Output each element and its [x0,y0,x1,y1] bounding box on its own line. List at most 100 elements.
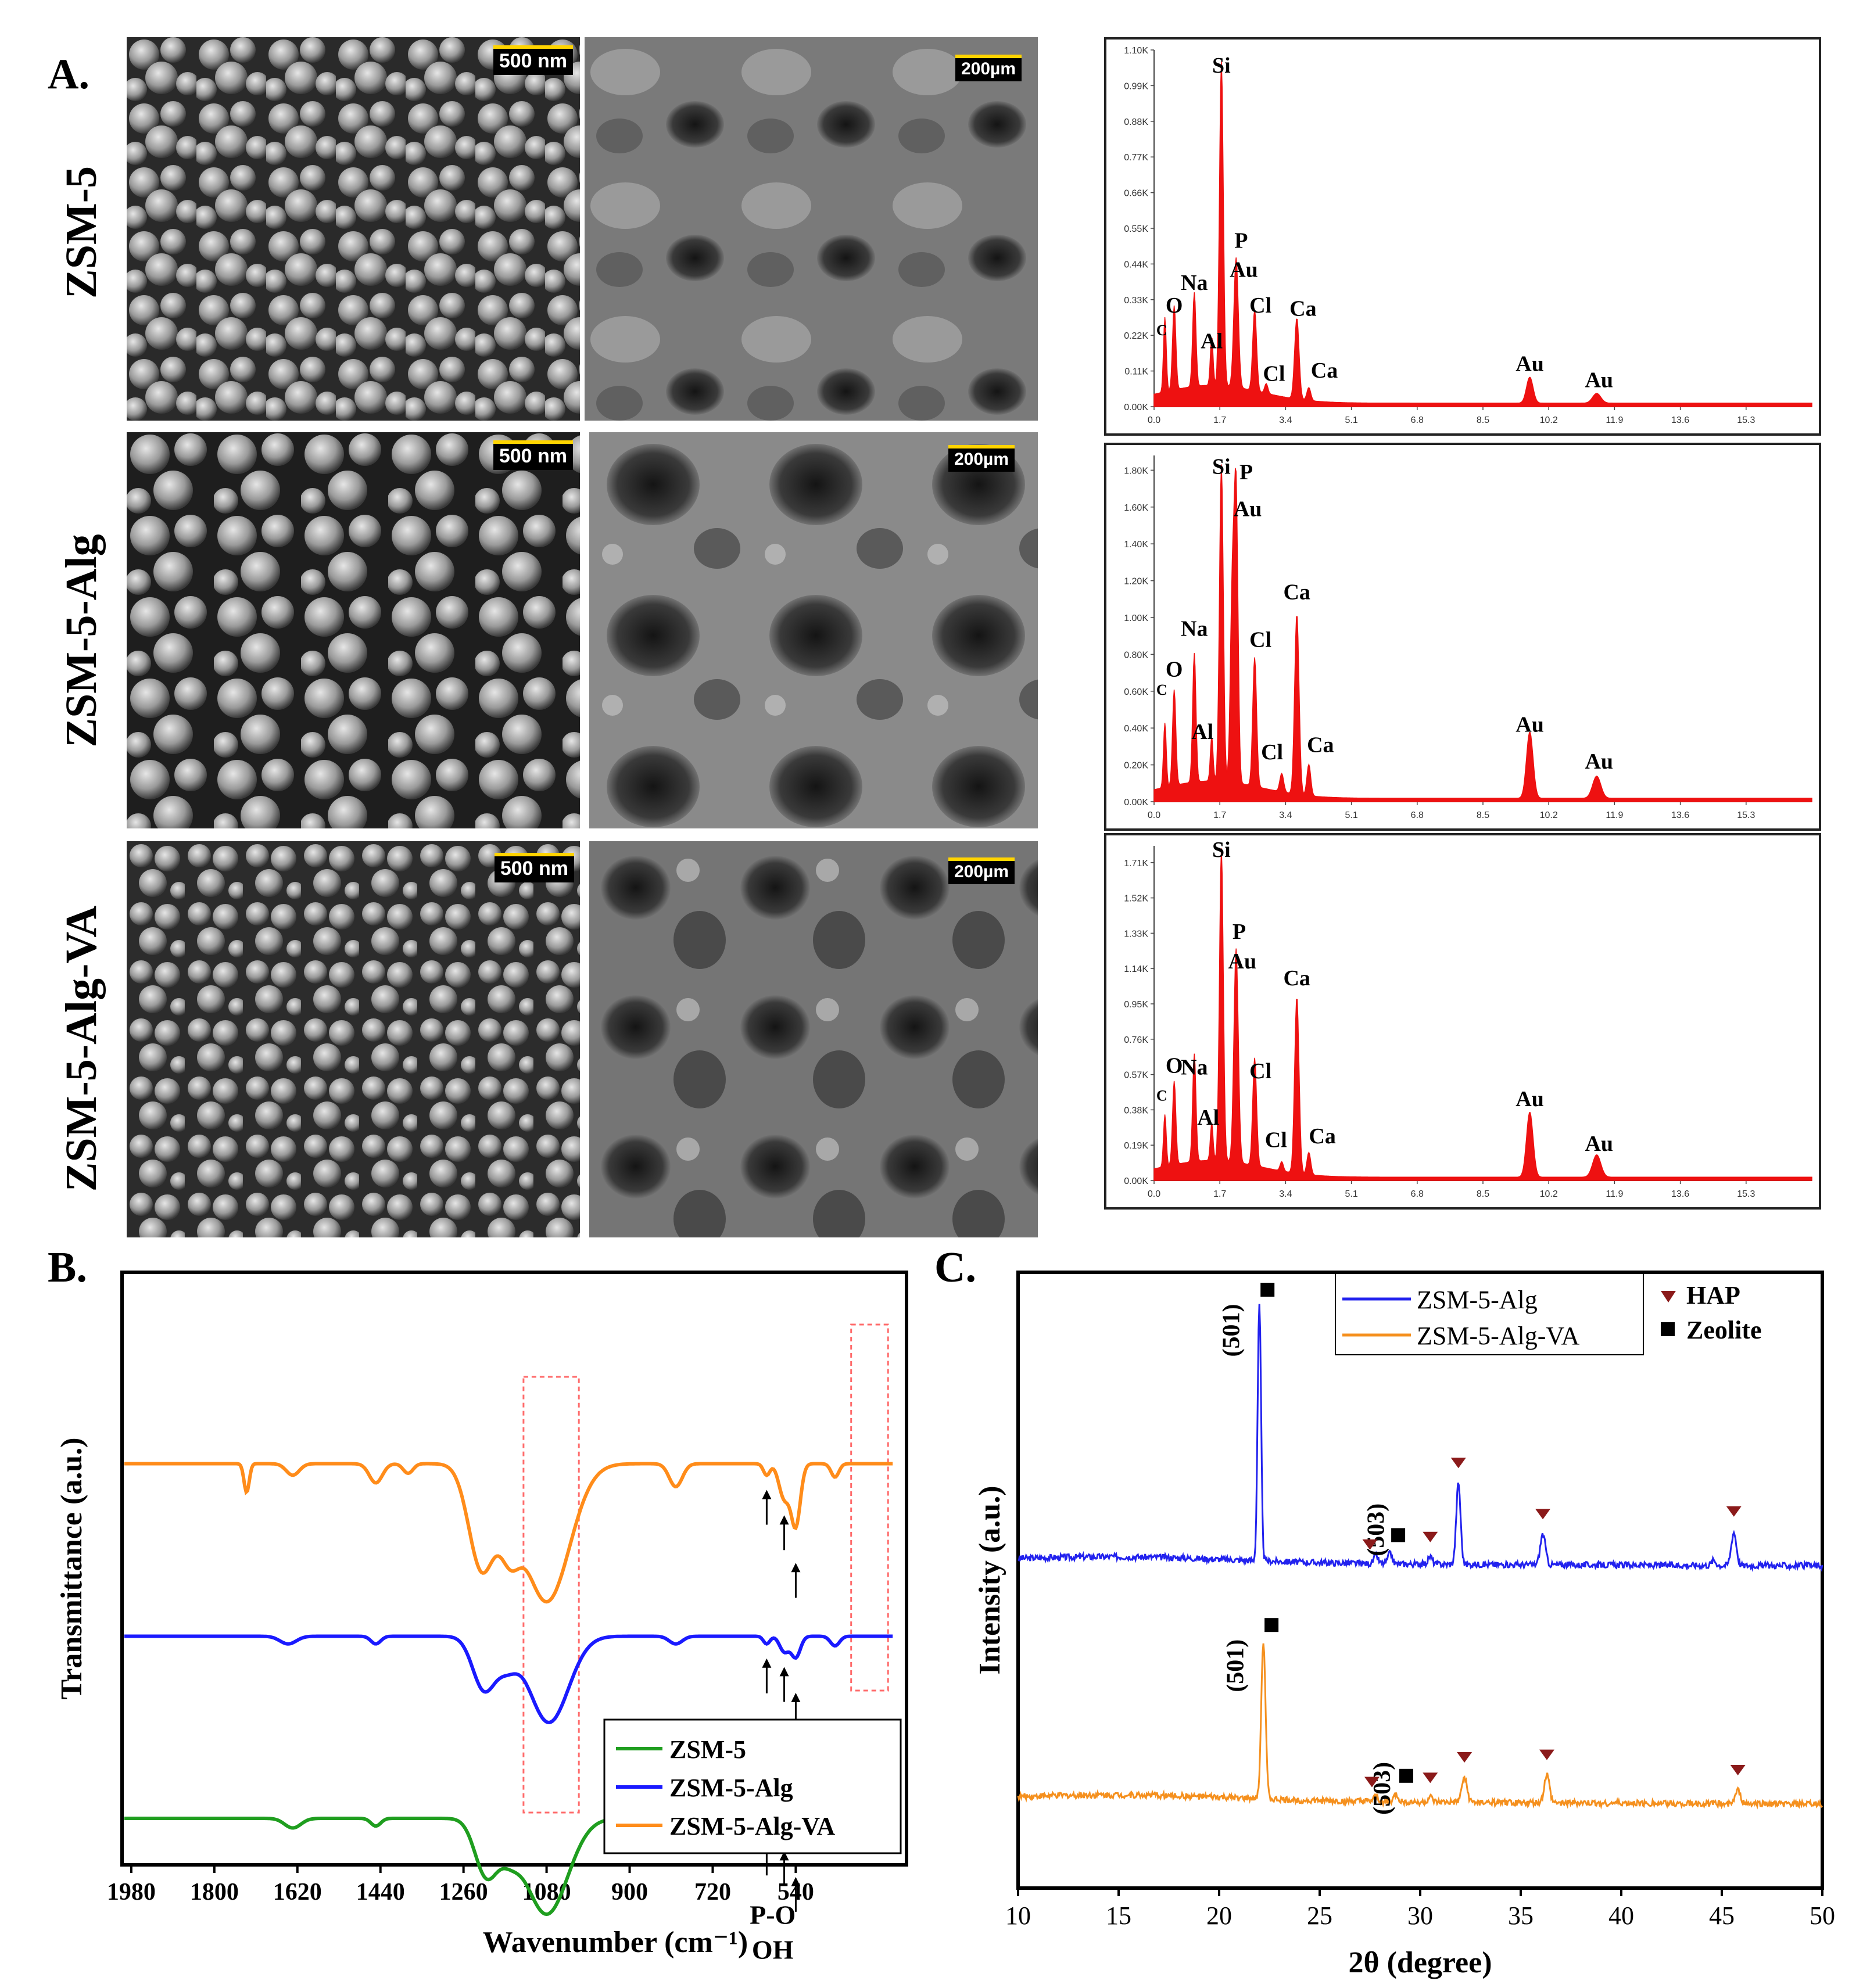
x-tick-label: 720 [694,1879,731,1906]
x-tick-label: 13.6 [1671,810,1689,820]
hap-marker [1423,1531,1438,1542]
y-tick-label: 0.99K [1124,81,1148,91]
hap-marker [1362,1539,1378,1550]
y-tick-label: 0.22K [1124,331,1148,341]
y-tick-label: 1.20K [1124,577,1148,587]
element-label-al: Al [1197,1106,1219,1130]
hkl-label: (503) [1363,1503,1390,1556]
element-label-ca: Ca [1311,358,1338,383]
x-tick-label: 15.3 [1737,810,1755,820]
element-label-na: Na [1181,1056,1208,1080]
legend-label-zeolite: Zeolite [1686,1316,1762,1344]
x-tick-label: 3.4 [1279,810,1292,820]
y-axis-title: Intensity (a.u.) [973,1485,1006,1674]
band-arrow-head [762,1658,772,1668]
eds-spectrum-area [1153,464,1812,802]
element-label-p: P [1239,460,1253,485]
x-tick-label: 13.6 [1671,1189,1689,1199]
hap-marker [1450,1458,1466,1469]
y-tick-label: 0.20K [1124,761,1148,771]
row-label-zsm5: ZSM-5 [57,166,106,299]
y-axis-title: Transmittance (a.u.) [55,1437,88,1699]
x-tick-label: 1.7 [1213,415,1226,425]
xrd-chart: 10 15 20 25 30 35 40 45 50 2θ (degree) Intensity (… [953,1249,1863,1985]
eds-spectrum-area [1153,61,1812,407]
y-tick-label: 0.00K [1124,798,1148,808]
row-label-zsm5-alg: ZSM-5-Alg [57,534,106,748]
hap-marker [1423,1772,1438,1784]
band-arrow-head [791,1876,801,1886]
ftir-plot: Wavenumber (cm⁻¹) Transmittance (a.u.) 198… [55,1271,908,1965]
legend-label: ZSM-5-Alg [669,1774,793,1802]
x-tick-label: 1620 [273,1879,322,1906]
x-tick-label: 3.4 [1279,1189,1292,1199]
y-tick-label: 0.60K [1124,687,1148,697]
hkl-label: (501) [1223,1639,1249,1692]
x-tick-label: 0.0 [1148,415,1160,425]
element-label-c: C [1156,322,1167,339]
element-label-au: Au [1585,1132,1613,1156]
x-tick-label: 1260 [439,1879,488,1906]
element-label-cl: Cl [1261,740,1283,765]
hap-marker [1539,1749,1554,1760]
highlight-box-si-o [522,1376,580,1814]
element-label-au: Au [1230,258,1258,282]
x-axis-title: 2θ (degree) [1348,1946,1492,1979]
element-label-o: O [1166,1053,1183,1078]
element-label-c: C [1156,1087,1167,1104]
x-tick-label: 15 [1106,1901,1131,1930]
y-tick-label: 0.76K [1124,1035,1148,1045]
x-tick-label: 10.2 [1540,1189,1558,1199]
y-tick-label: 0.00K [1124,1176,1148,1186]
highlight-box-oh [850,1323,889,1692]
x-tick-label: 6.8 [1411,810,1424,820]
element-label-au: Au [1228,949,1257,974]
x-tick-label: 25 [1307,1901,1332,1930]
x-tick-label: 15.3 [1737,415,1755,425]
panel-label-c: C. [934,1244,976,1291]
hap-marker [1535,1509,1551,1520]
y-tick-label: 0.00K [1124,403,1148,412]
y-tick-label: 1.10K [1124,46,1148,56]
plot-frame [120,1271,908,1867]
y-tick-label: 1.71K [1124,859,1148,869]
element-label-c: C [1156,681,1167,698]
x-tick-label: 10 [1005,1901,1031,1930]
row-label-zsm5-alg-va: ZSM-5-Alg-VA [57,905,106,1192]
y-tick-label: 0.57K [1124,1071,1148,1081]
sem-zsm5-scaffold: 200µm [585,37,1038,421]
x-tick-label: 3.4 [1279,415,1292,425]
y-tick-label: 0.44K [1124,260,1148,270]
band-arrow-head [791,1563,801,1573]
y-tick-label: 1.80K [1124,466,1148,476]
legend-label: ZSM-5-Alg [1417,1286,1538,1314]
eds-plot: 0.00K 0.19K 0.38K 0.57K 0.76K 0.95K 1.14K 1.33K… [1124,838,1812,1199]
x-tick-label: 1.7 [1213,810,1226,820]
band-arrow-head [779,1667,789,1677]
sem-zsm5-alg-va-particles: 500 nm [127,841,580,1237]
y-tick-label: 0.11K [1124,367,1148,377]
annotation-p-o: P-O [750,1900,796,1930]
zeolite-marker [1399,1768,1413,1783]
ftir-line-zsm-5-alg [124,1634,893,1725]
panel-label-a: A. [48,51,89,98]
element-label-p: P [1233,920,1246,944]
x-tick-label: 10.2 [1540,810,1558,820]
sem-zsm5-alg-scaffold: 200µm [589,432,1038,828]
legend-box [1335,1273,1644,1355]
sem-zsm5-alg-particles: 500 nm [127,432,580,828]
scale-bar-200um: 200µm [948,857,1015,884]
x-tick-label: 8.5 [1477,415,1489,425]
legend-hap-marker [1661,1291,1676,1302]
x-tick-label: 5.1 [1345,810,1357,820]
scale-bar-500nm: 500 nm [493,45,573,75]
eds-plot: 0.00K 0.20K 0.40K 0.60K 0.80K 1.00K 1.20K 1.40K… [1124,455,1812,820]
y-tick-label: 0.55K [1124,224,1148,234]
eds-spectrum-zsm5-alg: 0.00K 0.20K 0.40K 0.60K 0.80K 1.00K 1.20K 1.40K… [1104,443,1821,831]
x-tick-label: 0.0 [1148,810,1160,820]
legend-zeolite-marker [1661,1322,1675,1336]
x-tick-label: 1980 [107,1879,156,1906]
element-label-ca: Ca [1289,297,1316,321]
element-label-ca: Ca [1283,966,1310,991]
band-arrow-head [779,1851,789,1861]
